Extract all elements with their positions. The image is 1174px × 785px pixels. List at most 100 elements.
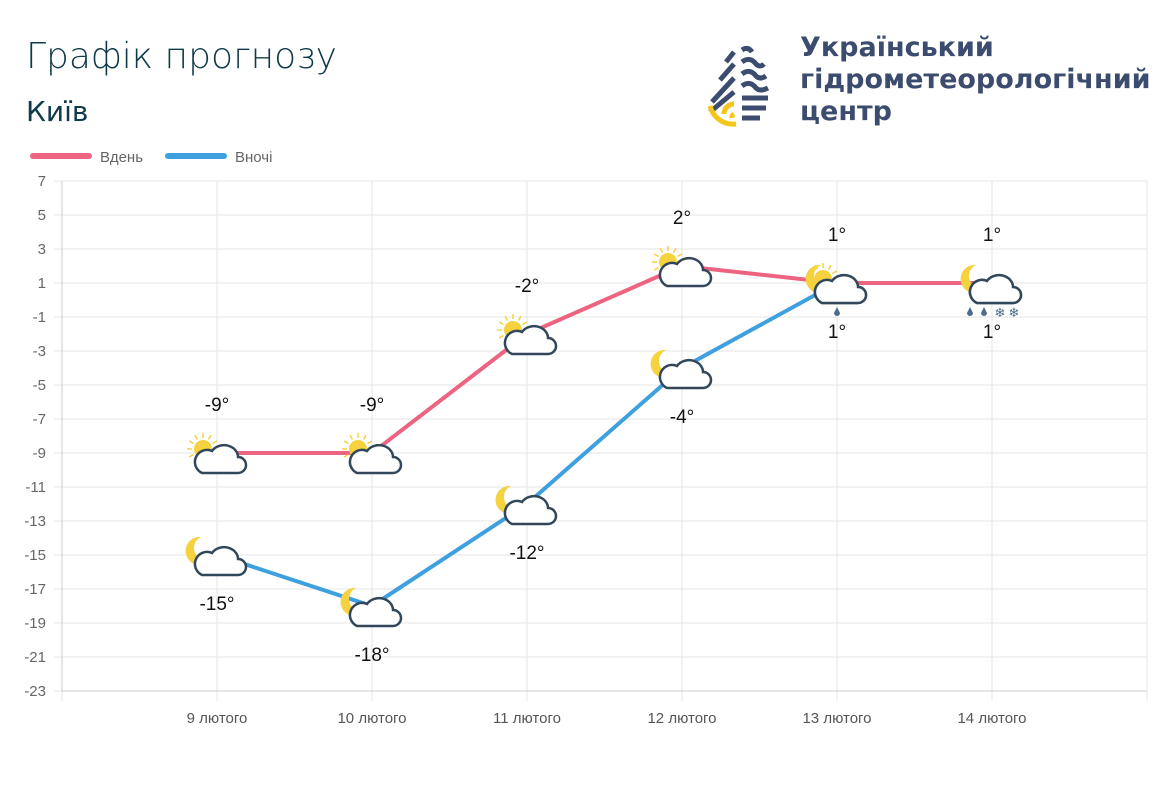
cloud-icon	[193, 545, 248, 577]
logo-line: центр	[800, 96, 892, 127]
sun-cloud-icon	[497, 314, 558, 356]
y-tick-label: -1	[33, 309, 46, 326]
y-tick-label: 5	[38, 207, 46, 224]
cloud-icon	[658, 256, 713, 288]
series-line-day	[217, 263, 992, 455]
data-label: 1°	[983, 322, 1001, 343]
cloud-icon	[503, 324, 558, 356]
page-title: Графік прогнозу	[26, 36, 337, 77]
sun-ray	[653, 266, 659, 271]
cloud-icon	[348, 596, 403, 628]
sun-ray	[188, 440, 194, 445]
y-tick-label: -7	[33, 411, 46, 428]
sun-ray	[808, 283, 814, 288]
raindrop-icon	[981, 307, 987, 316]
sun-cloud-icon	[342, 433, 403, 475]
city-name: Київ	[26, 95, 89, 128]
sun-ray	[367, 440, 373, 445]
data-label: 1°	[983, 225, 1001, 246]
sun-ray	[517, 315, 522, 321]
moon-icon	[650, 349, 676, 378]
y-tick-label: -23	[24, 683, 46, 700]
x-tick-label: 14 лютого	[957, 710, 1026, 727]
y-tick-label: -21	[24, 649, 46, 666]
y-tick-label: -3	[33, 343, 46, 360]
data-label: 1°	[828, 225, 846, 246]
y-tick-label: -15	[24, 547, 46, 564]
cloud-icon	[658, 358, 713, 390]
y-tick-label: 3	[38, 241, 46, 258]
logo-line: Український	[800, 32, 994, 63]
data-label: 2°	[673, 208, 691, 229]
y-tick-label: -11	[25, 479, 46, 496]
data-label: -15°	[199, 594, 234, 615]
ukrhydromet-logo-icon	[707, 45, 770, 127]
sun-ray	[653, 253, 659, 258]
data-label: -9°	[360, 395, 385, 416]
data-label: -9°	[205, 395, 230, 416]
cloud-icon	[813, 273, 868, 305]
data-label: -12°	[509, 543, 544, 564]
moon-icon	[960, 264, 986, 293]
y-tick-label: -17	[24, 581, 46, 598]
y-tick-label: -19	[24, 615, 46, 632]
sun-ray	[504, 315, 509, 321]
snowflake-icon: ❄	[1009, 305, 1020, 320]
moon-icon	[495, 485, 521, 514]
y-tick-label: -9	[33, 445, 46, 462]
sun-cloud-rain-icon	[807, 263, 868, 316]
moon-cloud-icon	[495, 485, 558, 526]
cloud-rain-snow-icon: ❄ ❄	[967, 273, 1023, 320]
sun-ray	[498, 321, 504, 326]
data-label: -18°	[354, 645, 389, 666]
y-tick-label: 7	[38, 173, 46, 190]
sun-ray	[362, 434, 367, 440]
legend-swatch	[30, 153, 92, 159]
data-label: -4°	[670, 407, 695, 428]
y-tick-label: -13	[24, 513, 46, 530]
moon-cloud-icon	[185, 536, 248, 577]
x-tick-label: 10 лютого	[337, 710, 406, 727]
legend-label: Вночі	[235, 149, 272, 166]
sun-cloud-icon	[187, 433, 248, 475]
y-tick-label: 1	[38, 275, 46, 292]
y-tick-label: -5	[33, 377, 46, 394]
sun-ray	[659, 247, 664, 253]
sun-ray	[343, 453, 349, 458]
x-tick-label: 13 лютого	[802, 710, 871, 727]
logo-text: Український гідрометеорологічний центр	[800, 32, 1151, 128]
sun-ray	[808, 270, 814, 275]
sun-ray	[207, 434, 212, 440]
legend-label: Вдень	[100, 149, 143, 166]
series-line-night	[216, 281, 992, 609]
cloud-icon	[968, 273, 1023, 305]
sun-ray	[349, 434, 354, 440]
raindrop-icon	[967, 307, 973, 316]
data-label: -2°	[515, 276, 540, 297]
x-tick-label: 11 лютого	[493, 710, 561, 727]
snowflake-icon: ❄	[995, 305, 1006, 320]
logo-line: гідрометеорологічний	[800, 64, 1151, 95]
sun-ray	[832, 270, 838, 275]
data-label: 1°	[828, 322, 846, 343]
sun-ray	[194, 434, 199, 440]
moon-icon	[340, 587, 366, 616]
sun-ray	[677, 253, 683, 258]
sun-ray	[814, 264, 819, 270]
raindrop-icon	[834, 307, 840, 316]
sun-ray	[188, 453, 194, 458]
cloud-icon	[503, 494, 558, 526]
moon-cloud-icon	[650, 349, 713, 390]
sun-ray	[343, 440, 349, 445]
sun-ray	[522, 321, 528, 326]
sun-ray	[212, 440, 218, 445]
cloud-icon	[193, 443, 248, 475]
moon-cloud-icon	[340, 587, 403, 628]
sun-ray	[498, 334, 504, 339]
x-tick-label: 12 лютого	[647, 710, 716, 727]
x-tick-label: 9 лютого	[187, 710, 248, 727]
sun-ray	[827, 264, 832, 270]
sun-cloud-icon	[652, 246, 713, 288]
moon-icon	[185, 536, 211, 565]
